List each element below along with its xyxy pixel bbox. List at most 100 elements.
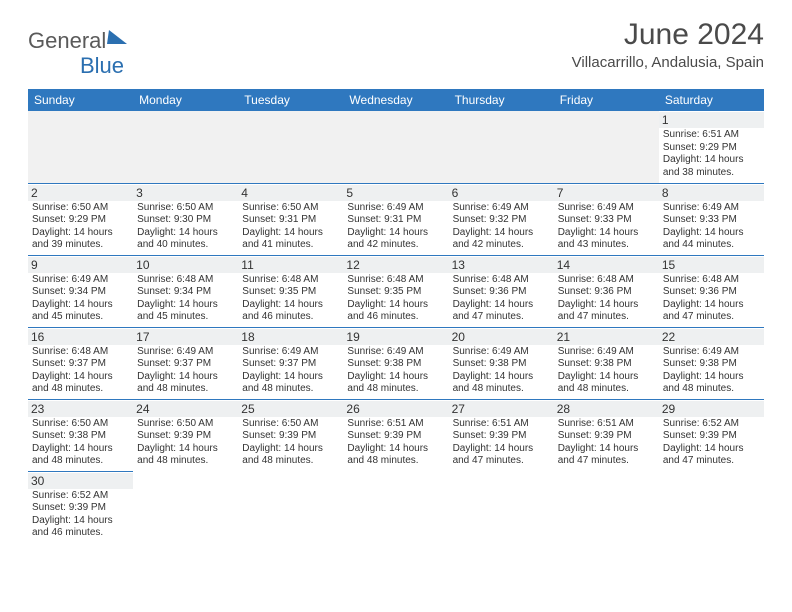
location: Villacarrillo, Andalusia, Spain	[572, 54, 764, 71]
day-info: Sunrise: 6:50 AMSunset: 9:39 PMDaylight:…	[242, 418, 339, 468]
day-number: 27	[449, 401, 554, 417]
day-number: 13	[449, 257, 554, 273]
day-number: 3	[133, 185, 238, 201]
day-info: Sunrise: 6:49 AMSunset: 9:33 PMDaylight:…	[558, 202, 655, 252]
calendar-day-cell: 2Sunrise: 6:50 AMSunset: 9:29 PMDaylight…	[28, 183, 133, 255]
calendar-day-cell: 15Sunrise: 6:48 AMSunset: 9:36 PMDayligh…	[659, 255, 764, 327]
day-info: Sunrise: 6:51 AMSunset: 9:39 PMDaylight:…	[558, 418, 655, 468]
weekday-header: Thursday	[449, 89, 554, 111]
weekday-header: Monday	[133, 89, 238, 111]
day-info: Sunrise: 6:48 AMSunset: 9:34 PMDaylight:…	[137, 274, 234, 324]
calendar-day-cell	[343, 111, 448, 183]
calendar-day-cell: 26Sunrise: 6:51 AMSunset: 9:39 PMDayligh…	[343, 399, 448, 471]
day-info: Sunrise: 6:52 AMSunset: 9:39 PMDaylight:…	[32, 490, 129, 540]
day-number: 29	[659, 401, 764, 417]
day-info: Sunrise: 6:49 AMSunset: 9:31 PMDaylight:…	[347, 202, 444, 252]
weekday-header: Sunday	[28, 89, 133, 111]
day-info: Sunrise: 6:48 AMSunset: 9:35 PMDaylight:…	[242, 274, 339, 324]
day-number: 5	[343, 185, 448, 201]
calendar-day-cell: 8Sunrise: 6:49 AMSunset: 9:33 PMDaylight…	[659, 183, 764, 255]
calendar-day-cell: 30Sunrise: 6:52 AMSunset: 9:39 PMDayligh…	[28, 471, 133, 543]
day-number: 4	[238, 185, 343, 201]
calendar-day-cell: 25Sunrise: 6:50 AMSunset: 9:39 PMDayligh…	[238, 399, 343, 471]
day-info: Sunrise: 6:49 AMSunset: 9:37 PMDaylight:…	[242, 346, 339, 396]
calendar-week-row: 16Sunrise: 6:48 AMSunset: 9:37 PMDayligh…	[28, 327, 764, 399]
calendar-day-cell: 16Sunrise: 6:48 AMSunset: 9:37 PMDayligh…	[28, 327, 133, 399]
calendar-day-cell: 12Sunrise: 6:48 AMSunset: 9:35 PMDayligh…	[343, 255, 448, 327]
calendar-day-cell	[133, 111, 238, 183]
day-info: Sunrise: 6:49 AMSunset: 9:34 PMDaylight:…	[32, 274, 129, 324]
day-number: 14	[554, 257, 659, 273]
day-info: Sunrise: 6:48 AMSunset: 9:36 PMDaylight:…	[453, 274, 550, 324]
weekday-header-row: SundayMondayTuesdayWednesdayThursdayFrid…	[28, 89, 764, 111]
calendar-day-cell: 18Sunrise: 6:49 AMSunset: 9:37 PMDayligh…	[238, 327, 343, 399]
day-number: 11	[238, 257, 343, 273]
weekday-header: Saturday	[659, 89, 764, 111]
day-info: Sunrise: 6:51 AMSunset: 9:39 PMDaylight:…	[347, 418, 444, 468]
day-info: Sunrise: 6:49 AMSunset: 9:38 PMDaylight:…	[558, 346, 655, 396]
calendar-day-cell: 20Sunrise: 6:49 AMSunset: 9:38 PMDayligh…	[449, 327, 554, 399]
day-info: Sunrise: 6:51 AMSunset: 9:29 PMDaylight:…	[663, 129, 760, 179]
day-info: Sunrise: 6:50 AMSunset: 9:30 PMDaylight:…	[137, 202, 234, 252]
calendar-day-cell	[238, 471, 343, 543]
calendar-day-cell: 11Sunrise: 6:48 AMSunset: 9:35 PMDayligh…	[238, 255, 343, 327]
day-info: Sunrise: 6:48 AMSunset: 9:35 PMDaylight:…	[347, 274, 444, 324]
day-info: Sunrise: 6:50 AMSunset: 9:31 PMDaylight:…	[242, 202, 339, 252]
day-number: 9	[28, 257, 133, 273]
weekday-header: Wednesday	[343, 89, 448, 111]
logo-text-blue: Blue	[80, 53, 124, 78]
weekday-header: Friday	[554, 89, 659, 111]
calendar-day-cell: 17Sunrise: 6:49 AMSunset: 9:37 PMDayligh…	[133, 327, 238, 399]
calendar-week-row: 30Sunrise: 6:52 AMSunset: 9:39 PMDayligh…	[28, 471, 764, 543]
day-number: 21	[554, 329, 659, 345]
calendar-day-cell: 29Sunrise: 6:52 AMSunset: 9:39 PMDayligh…	[659, 399, 764, 471]
calendar-day-cell: 24Sunrise: 6:50 AMSunset: 9:39 PMDayligh…	[133, 399, 238, 471]
logo-sail-icon	[107, 30, 129, 44]
day-number: 28	[554, 401, 659, 417]
day-number: 23	[28, 401, 133, 417]
calendar-day-cell: 19Sunrise: 6:49 AMSunset: 9:38 PMDayligh…	[343, 327, 448, 399]
day-info: Sunrise: 6:48 AMSunset: 9:36 PMDaylight:…	[663, 274, 760, 324]
day-number: 25	[238, 401, 343, 417]
calendar-day-cell: 28Sunrise: 6:51 AMSunset: 9:39 PMDayligh…	[554, 399, 659, 471]
calendar-day-cell: 22Sunrise: 6:49 AMSunset: 9:38 PMDayligh…	[659, 327, 764, 399]
calendar-week-row: 1Sunrise: 6:51 AMSunset: 9:29 PMDaylight…	[28, 111, 764, 183]
calendar-day-cell: 6Sunrise: 6:49 AMSunset: 9:32 PMDaylight…	[449, 183, 554, 255]
calendar-day-cell: 10Sunrise: 6:48 AMSunset: 9:34 PMDayligh…	[133, 255, 238, 327]
day-info: Sunrise: 6:49 AMSunset: 9:32 PMDaylight:…	[453, 202, 550, 252]
day-number: 18	[238, 329, 343, 345]
calendar-day-cell	[28, 111, 133, 183]
day-info: Sunrise: 6:49 AMSunset: 9:38 PMDaylight:…	[663, 346, 760, 396]
day-info: Sunrise: 6:52 AMSunset: 9:39 PMDaylight:…	[663, 418, 760, 468]
day-info: Sunrise: 6:49 AMSunset: 9:33 PMDaylight:…	[663, 202, 760, 252]
day-number: 7	[554, 185, 659, 201]
day-info: Sunrise: 6:49 AMSunset: 9:37 PMDaylight:…	[137, 346, 234, 396]
day-number: 2	[28, 185, 133, 201]
day-number: 24	[133, 401, 238, 417]
day-number: 26	[343, 401, 448, 417]
calendar-day-cell: 21Sunrise: 6:49 AMSunset: 9:38 PMDayligh…	[554, 327, 659, 399]
calendar-day-cell: 14Sunrise: 6:48 AMSunset: 9:36 PMDayligh…	[554, 255, 659, 327]
calendar-day-cell: 3Sunrise: 6:50 AMSunset: 9:30 PMDaylight…	[133, 183, 238, 255]
day-number: 16	[28, 329, 133, 345]
calendar-day-cell: 27Sunrise: 6:51 AMSunset: 9:39 PMDayligh…	[449, 399, 554, 471]
calendar-day-cell	[449, 471, 554, 543]
day-info: Sunrise: 6:48 AMSunset: 9:37 PMDaylight:…	[32, 346, 129, 396]
calendar-day-cell: 9Sunrise: 6:49 AMSunset: 9:34 PMDaylight…	[28, 255, 133, 327]
calendar-day-cell: 13Sunrise: 6:48 AMSunset: 9:36 PMDayligh…	[449, 255, 554, 327]
calendar-day-cell: 23Sunrise: 6:50 AMSunset: 9:38 PMDayligh…	[28, 399, 133, 471]
weekday-header: Tuesday	[238, 89, 343, 111]
day-number: 1	[659, 112, 764, 128]
day-info: Sunrise: 6:50 AMSunset: 9:38 PMDaylight:…	[32, 418, 129, 468]
day-number: 20	[449, 329, 554, 345]
calendar-day-cell	[343, 471, 448, 543]
day-number: 17	[133, 329, 238, 345]
calendar-week-row: 2Sunrise: 6:50 AMSunset: 9:29 PMDaylight…	[28, 183, 764, 255]
day-number: 30	[28, 473, 133, 489]
logo: General	[28, 28, 128, 54]
day-info: Sunrise: 6:49 AMSunset: 9:38 PMDaylight:…	[453, 346, 550, 396]
month-title: June 2024	[572, 18, 764, 52]
day-number: 15	[659, 257, 764, 273]
calendar-day-cell	[238, 111, 343, 183]
day-number: 22	[659, 329, 764, 345]
